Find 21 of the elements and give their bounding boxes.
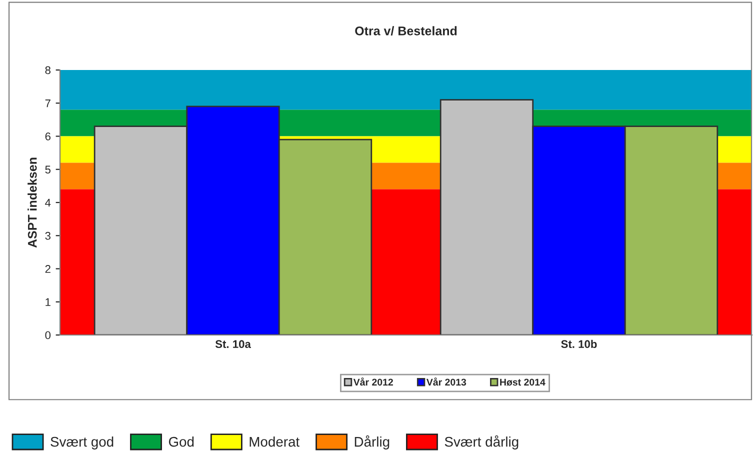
legend-label: Høst 2014 bbox=[500, 378, 546, 386]
x-tick-label: St. 10a bbox=[215, 340, 251, 348]
legend-label: Vår 2012 bbox=[353, 378, 393, 386]
y-tick-label: 4 bbox=[45, 198, 51, 207]
y-tick-label: 3 bbox=[45, 232, 50, 240]
legend-label: Vår 2013 bbox=[426, 378, 466, 386]
chart-title: Otra v/ Besteland bbox=[355, 26, 457, 36]
y-tick-label: 5 bbox=[45, 166, 51, 174]
y-tick-label: 7 bbox=[45, 100, 50, 108]
y-tick-label: 2 bbox=[45, 265, 50, 273]
legend-label: God bbox=[168, 436, 194, 447]
y-tick-label: 6 bbox=[45, 132, 50, 140]
legend-label: Dårlig bbox=[354, 435, 390, 450]
legend-label: Moderat bbox=[250, 436, 300, 447]
y-tick-label: 1 bbox=[46, 298, 50, 306]
y-axis-title: ASPT indeksen bbox=[28, 158, 37, 248]
y-tick-label: 8 bbox=[45, 66, 50, 74]
x-tick-label: St. 10b bbox=[561, 340, 597, 348]
legend-label: Svært dårlig bbox=[444, 435, 518, 450]
y-tick-label: 0 bbox=[45, 331, 51, 340]
legend-label: Svært god bbox=[50, 436, 114, 450]
